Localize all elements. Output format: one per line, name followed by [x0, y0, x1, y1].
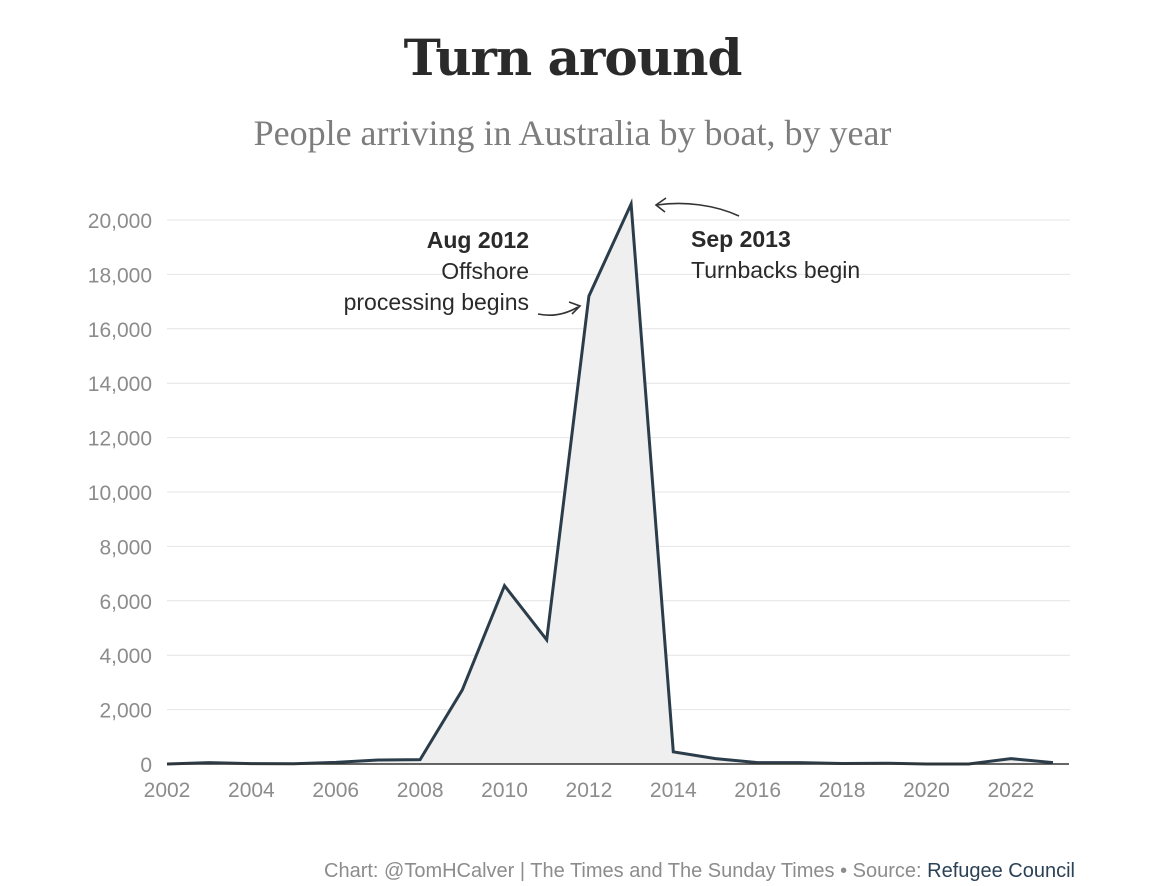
x-tick-label: 2004 [228, 779, 275, 802]
y-tick-label: 14,000 [88, 373, 152, 396]
x-axis-labels: 2002 2004 2006 2008 2010 2012 2014 2016 2018 2020… [144, 779, 1035, 802]
footer-source: Refugee Council [927, 860, 1075, 882]
y-tick-label: 4,000 [99, 645, 152, 668]
chart-subtitle: People arriving in Australia by boat, by… [253, 113, 892, 153]
chart-footer: Chart: @TomHCalver | The Times and The S… [324, 860, 1075, 883]
x-tick-label: 2010 [481, 779, 528, 802]
annotation-aug-2012-heading: Aug 2012 [427, 227, 529, 253]
annotation-aug-2012-line-2: processing begins [344, 289, 529, 315]
annotation-sep-2013-line-1: Turnbacks begin [691, 257, 860, 283]
y-tick-label: 8,000 [99, 536, 152, 559]
x-tick-label: 2022 [987, 779, 1034, 802]
x-tick-label: 2020 [903, 779, 950, 802]
annotation-sep-2013-arrow [656, 202, 740, 217]
annotation-aug-2012-arrow [537, 306, 579, 316]
y-tick-label: 16,000 [88, 319, 152, 342]
y-tick-label: 0 [140, 754, 152, 777]
annotation-sep-2013-arrowhead [654, 197, 667, 213]
x-tick-label: 2012 [566, 779, 613, 802]
y-tick-label: 20,000 [88, 210, 152, 233]
y-tick-label: 10,000 [88, 482, 152, 505]
x-tick-label: 2014 [650, 779, 697, 802]
annotation-aug-2012-arrowhead [568, 301, 582, 315]
footer-credit: Chart: @TomHCalver | The Times and The S… [324, 860, 928, 882]
annotation-sep-2013-heading: Sep 2013 [691, 226, 791, 252]
series-area [167, 204, 1053, 764]
annotation-aug-2012-line-1: Offshore [441, 258, 529, 284]
x-tick-label: 2006 [312, 779, 359, 802]
y-axis-labels: 0 2,000 4,000 6,000 8,000 10,000 12,000 14,000 1… [88, 210, 152, 777]
y-tick-label: 12,000 [88, 428, 152, 451]
chart-title: Turn around [403, 28, 743, 87]
annotation-aug-2012: Aug 2012 Offshore processing begins [344, 227, 582, 316]
x-tick-label: 2016 [734, 779, 781, 802]
y-tick-label: 6,000 [99, 591, 152, 614]
y-tick-label: 18,000 [88, 264, 152, 287]
x-tick-label: 2002 [144, 779, 191, 802]
x-tick-label: 2018 [819, 779, 866, 802]
y-tick-label: 2,000 [99, 700, 152, 723]
annotation-sep-2013: Sep 2013 Turnbacks begin [654, 197, 860, 283]
x-tick-label: 2008 [397, 779, 444, 802]
